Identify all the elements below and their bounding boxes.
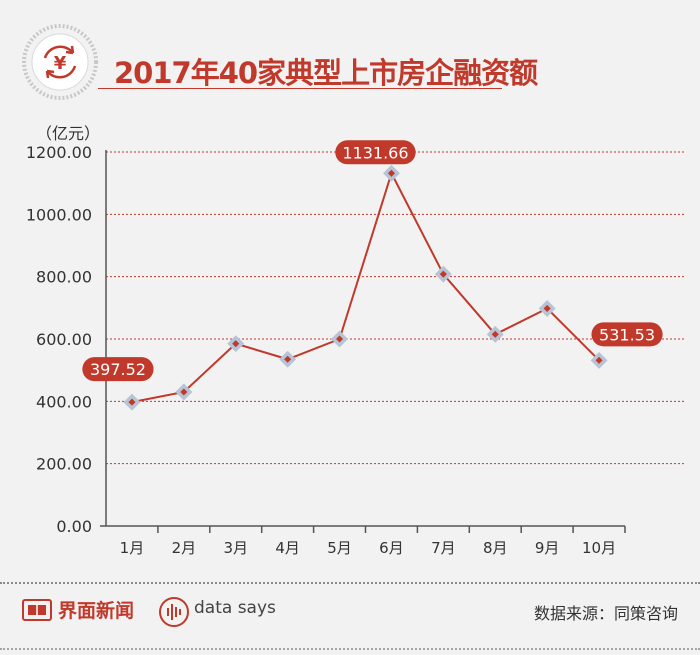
y-axis-unit: （亿元） [36,124,101,143]
x-tick-label: 5月 [327,539,352,557]
bottom-divider [0,648,700,650]
data-says-icon [159,597,189,627]
y-tick-label: 1200.00 [26,143,92,162]
x-tick-label: 10月 [582,539,616,557]
chart-title: 2017年40家典型上市房企融资额 [114,56,538,90]
data-source: 数据来源：同策咨询 [533,604,678,623]
data-label: 1131.66 [342,143,408,162]
data-point-core [595,356,603,364]
footer-divider [0,582,700,584]
y-tick-label: 400.00 [36,392,92,411]
data-label: 397.52 [90,360,146,379]
jiemian-logo-icon [22,599,52,621]
x-tick-label: 4月 [275,539,300,557]
y-tick-label: 0.00 [56,517,92,536]
data-label-bubble [82,357,154,382]
data-label-bubble [335,140,416,165]
data-label: 531.53 [599,325,655,344]
data-point-core [336,335,344,343]
data-point-core [491,330,499,338]
x-tick-label: 9月 [535,539,560,557]
data-point-core [180,388,188,396]
y-tick-label: 600.00 [36,330,92,349]
data-says-label: data says [194,598,276,618]
data-point-core [387,169,395,177]
data-point-core [543,304,551,312]
line-chart: 0.00 200.00 400.00 600.00 800.00 1000.00 1200.… [26,140,685,557]
title-underline [98,88,502,89]
data-label-bubble [591,322,663,347]
x-tick-label: 8月 [483,539,508,557]
data-point-core [284,355,292,363]
x-tick-label: 7月 [431,539,456,557]
data-point-core [439,270,447,278]
footer: 界面新闻 data says 数据来源：同策咨询 [0,592,700,632]
data-point-core [232,340,240,348]
y-tick-label: 800.00 [36,268,92,287]
x-tick-label: 3月 [223,539,248,557]
y-tick-label: 1000.00 [26,205,92,224]
data-point-core [128,398,136,406]
series-line [131,170,600,404]
y-tick-label: 200.00 [36,455,92,474]
brand-name: 界面新闻 [58,600,135,622]
x-tick-label: 6月 [379,539,404,557]
x-tick-label: 2月 [172,539,197,557]
svg-text:¥: ¥ [54,53,67,74]
yen-cycle-icon: ¥ [22,24,98,100]
x-tick-label: 1月 [120,539,145,557]
